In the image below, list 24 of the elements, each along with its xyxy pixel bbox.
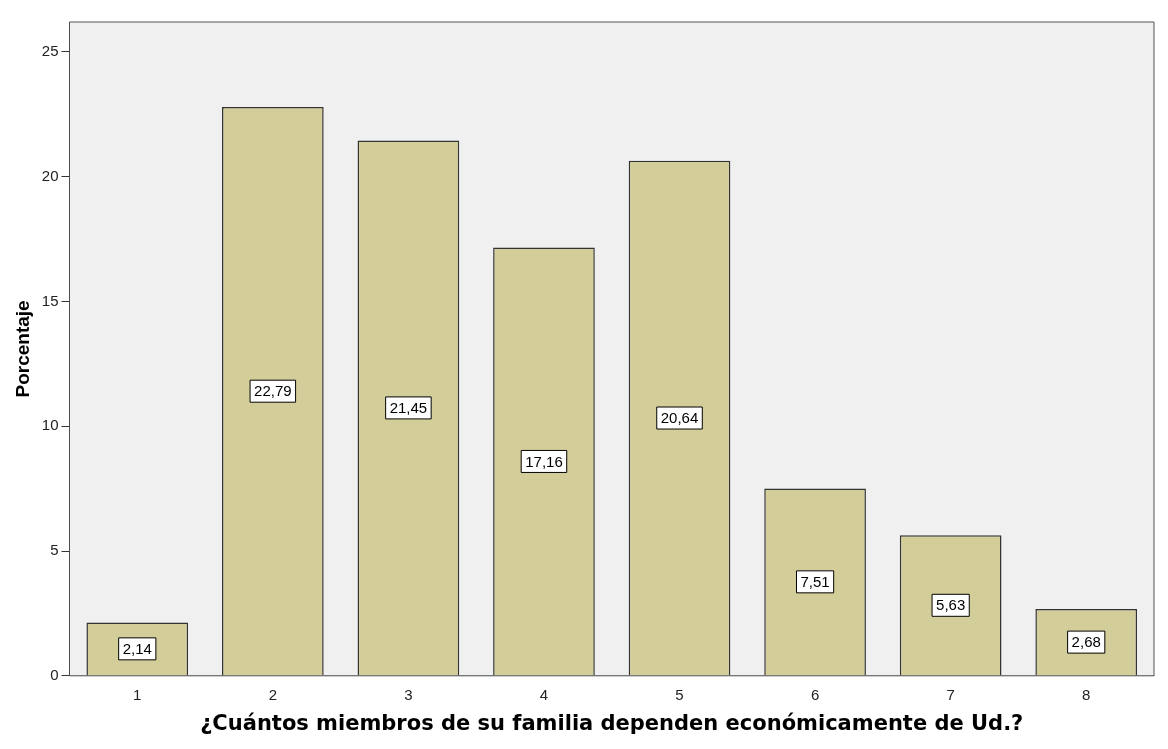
data-label: 7,51 — [800, 572, 830, 590]
x-tick-label: 3 — [404, 685, 413, 703]
y-tick-label: 5 — [50, 541, 59, 559]
x-tick-label: 7 — [946, 685, 955, 703]
data-label: 17,16 — [525, 452, 563, 470]
x-tick-label: 1 — [133, 685, 142, 703]
x-tick-label: 4 — [539, 685, 549, 703]
y-tick-label: 0 — [50, 665, 59, 683]
x-tick-label: 5 — [675, 685, 684, 703]
data-label: 2,68 — [1071, 633, 1101, 651]
data-label: 2,14 — [122, 639, 152, 657]
x-tick-label: 8 — [1082, 685, 1091, 703]
data-label: 5,63 — [936, 596, 966, 614]
y-axis-title: Porcentaje — [11, 300, 33, 398]
y-tick-label: 25 — [41, 42, 59, 60]
data-label: 22,79 — [254, 382, 292, 400]
x-axis-title: ¿Cuántos miembros de su familia dependen económicamente de Ud.? — [200, 710, 1024, 735]
data-label: 21,45 — [389, 399, 428, 417]
x-tick-label: 2 — [268, 685, 277, 703]
y-tick-label: 15 — [41, 291, 59, 309]
y-tick-label: 20 — [41, 166, 59, 184]
data-label: 20,64 — [660, 409, 699, 427]
y-tick-label: 10 — [41, 416, 59, 434]
x-tick-label: 6 — [810, 685, 820, 703]
